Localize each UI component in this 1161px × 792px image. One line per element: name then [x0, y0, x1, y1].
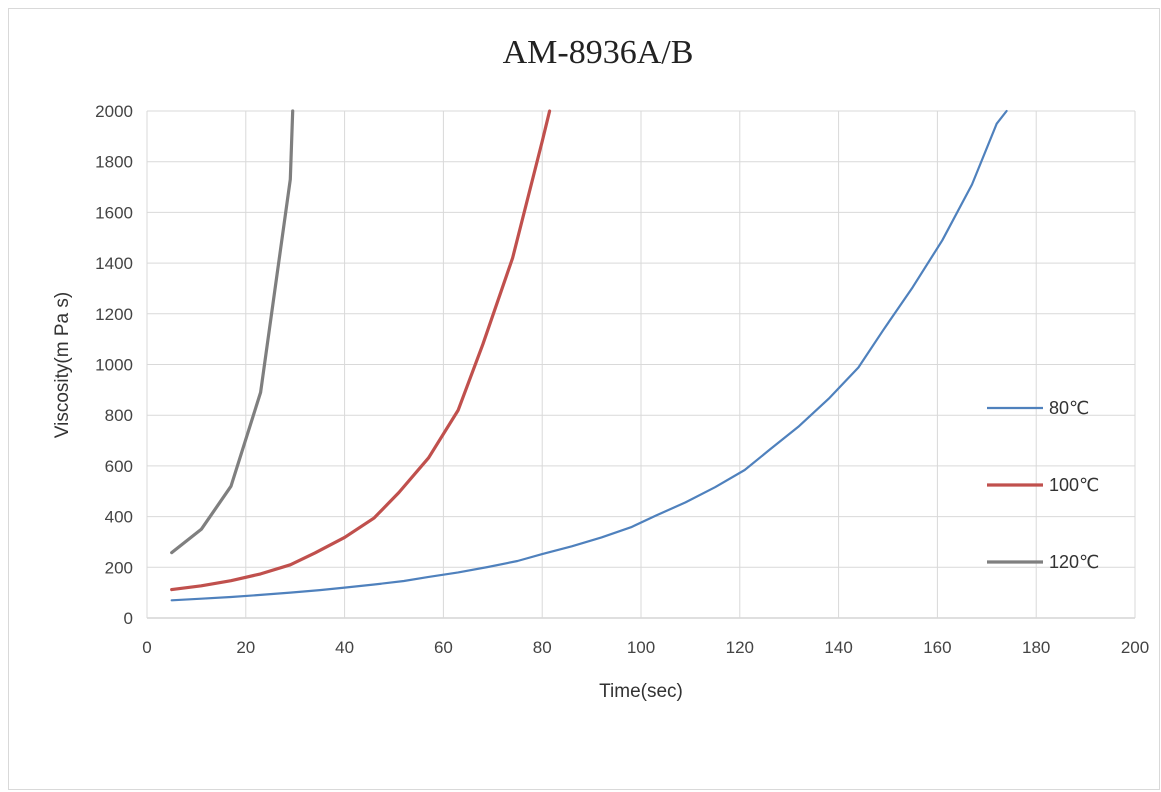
- viscosity-chart: AM-8936A/B 02004006008001000120014001600…: [52, 34, 1149, 702]
- y-axis-label: Viscosity(m Pa s): [52, 292, 73, 438]
- x-tick-label: 100: [627, 638, 655, 657]
- x-tick-label: 120: [726, 638, 754, 657]
- x-tick-label: 140: [824, 638, 852, 657]
- legend: 80℃ 100℃ 120℃: [987, 398, 1099, 572]
- series-line-3: [170, 109, 295, 555]
- x-tick-label: 40: [335, 638, 354, 657]
- y-tick-label: 600: [105, 457, 133, 476]
- y-tick-label: 1400: [95, 254, 133, 273]
- series-line-2: [170, 109, 552, 592]
- y-tick-label: 1800: [95, 153, 133, 172]
- y-tick-label: 1000: [95, 356, 133, 375]
- y-tick-label: 2000: [95, 102, 133, 121]
- x-axis-label: Time(sec): [599, 681, 683, 702]
- series-lines: [170, 109, 1008, 602]
- y-tick-label: 800: [105, 406, 133, 425]
- x-tick-label: 160: [923, 638, 951, 657]
- series-line-1: [170, 109, 1008, 602]
- chart-title: AM-8936A/B: [503, 34, 694, 71]
- x-tick-label: 20: [236, 638, 255, 657]
- y-tick-label: 1600: [95, 203, 133, 222]
- axes: 0 200 400 600 800 1000 1200 1400 1600 1800 2000 0 20…: [95, 102, 1149, 657]
- x-tick-label: 0: [142, 638, 151, 657]
- x-tick-label: 200: [1121, 638, 1149, 657]
- x-tick-label: 180: [1022, 638, 1050, 657]
- grid-lines: [146, 110, 1136, 619]
- x-tick-label: 80: [533, 638, 552, 657]
- y-tick-label: 200: [105, 558, 133, 577]
- legend-label: 120℃: [1049, 552, 1099, 572]
- legend-label: 100℃: [1049, 475, 1099, 495]
- y-tick-label: 0: [124, 609, 133, 628]
- x-tick-label: 60: [434, 638, 453, 657]
- y-tick-label: 400: [105, 508, 133, 527]
- y-tick-label: 1200: [95, 305, 133, 324]
- legend-label: 80℃: [1049, 398, 1089, 418]
- chart-frame: AM-8936A/B 0 200 400 600 800 1000 1200 1400 1600…: [8, 8, 1160, 790]
